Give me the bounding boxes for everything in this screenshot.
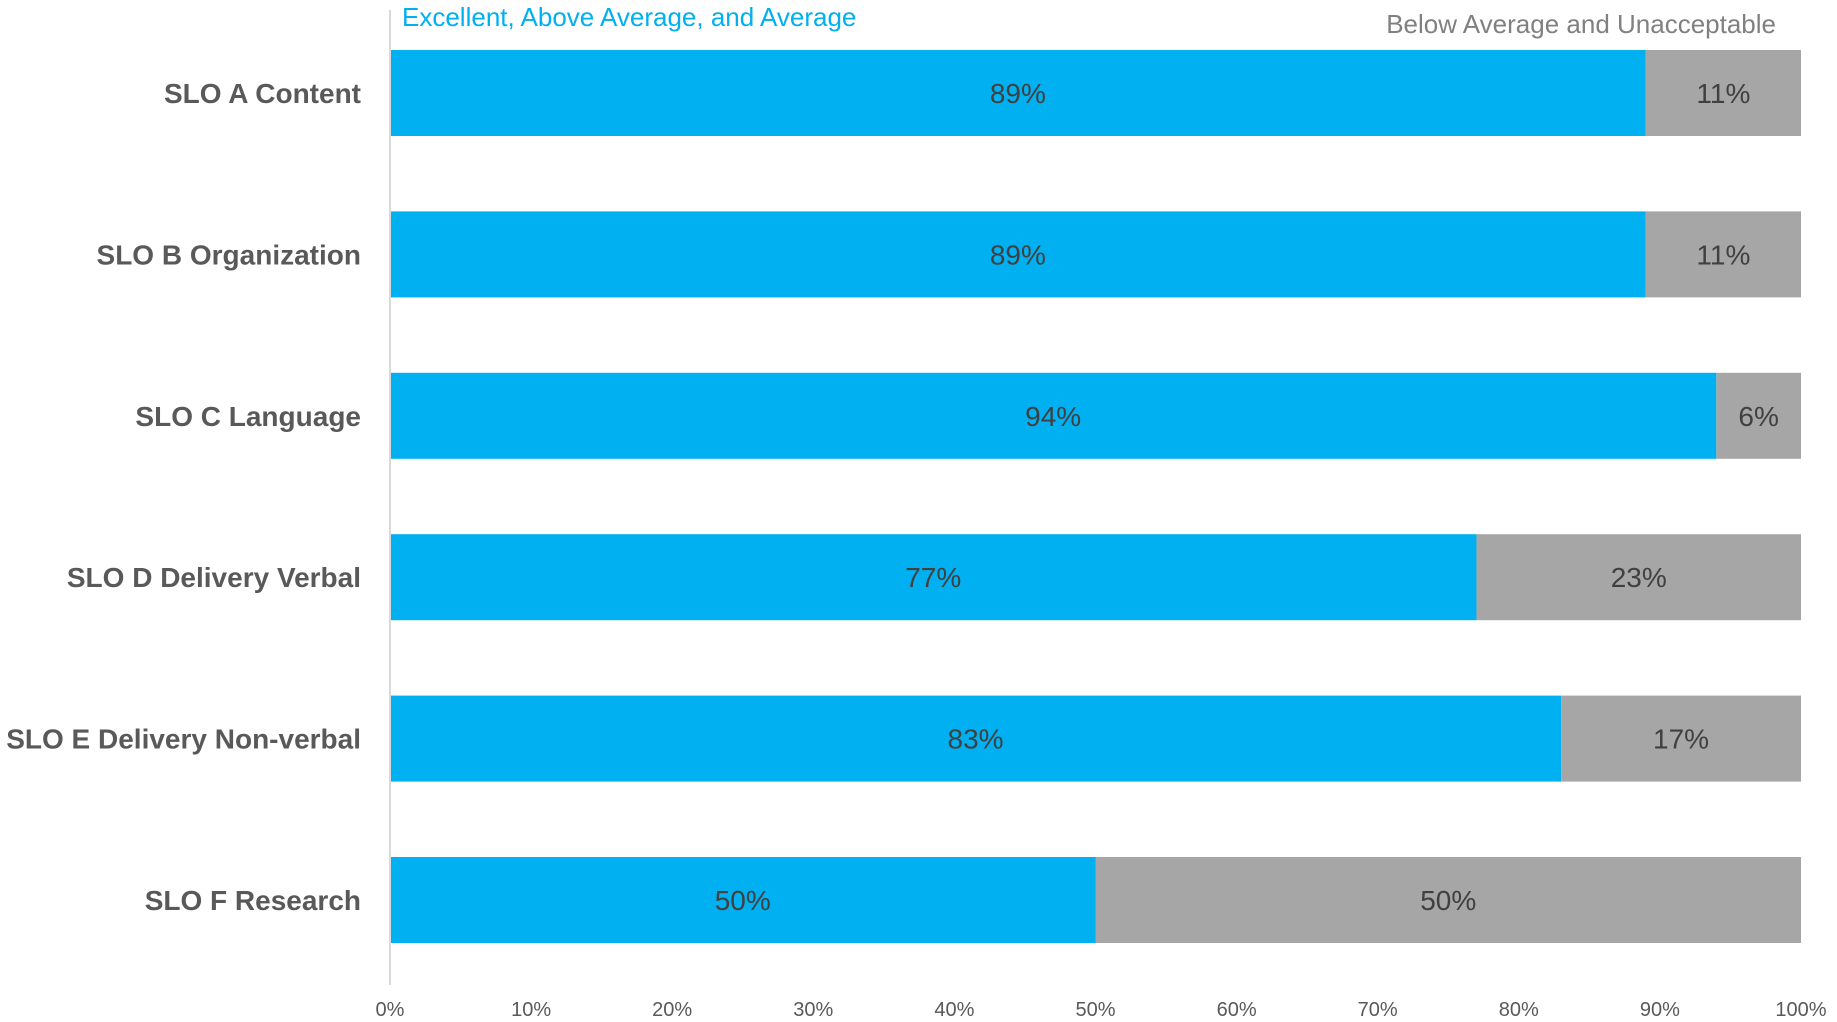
data-label-1-row-6: 50% <box>715 885 771 916</box>
x-axis-ticks-layer: 0% 10% 20% 30% 40% 50% 60% 70% 80% 90% 100% <box>376 999 1827 1021</box>
category-label-6: SLO F Research <box>145 885 361 916</box>
data-label-2-row-2: 11% <box>1696 239 1750 270</box>
bar-segment-1-row-2 <box>390 211 1646 298</box>
bar-segment-1-row-3 <box>390 372 1717 459</box>
x-tick-label-11: 100% <box>1775 999 1826 1021</box>
category-label-4: SLO D Delivery Verbal <box>67 562 361 593</box>
bar-segment-2-row-6 <box>1095 857 1801 943</box>
x-tick-label-3: 20% <box>652 999 692 1021</box>
legend-series-2: Below Average and Unacceptable <box>1386 9 1776 39</box>
bar-segment-1-row-5 <box>390 695 1562 782</box>
x-tick-label-6: 50% <box>1075 999 1115 1021</box>
bar-segment-2-row-3 <box>1716 372 1801 459</box>
x-tick-label-2: 10% <box>511 999 551 1021</box>
data-label-1-row-3: 94% <box>1025 401 1081 432</box>
bar-segment-1-row-4 <box>390 534 1477 621</box>
category-label-1: SLO A Content <box>164 78 361 109</box>
bar-segment-2-row-4 <box>1476 534 1801 621</box>
data-label-1-row-1: 89% <box>990 78 1046 109</box>
category-labels-layer: SLO A Content SLO B Organization SLO C Lan… <box>6 78 361 916</box>
x-tick-label-8: 70% <box>1358 999 1398 1021</box>
x-tick-label-1: 0% <box>376 999 405 1021</box>
data-label-1-row-2: 89% <box>990 239 1046 270</box>
data-label-2-row-6: 50% <box>1420 885 1476 916</box>
legend-series-1: Excellent, Above Average, and Average <box>402 2 857 32</box>
bar-segment-2-row-2 <box>1645 211 1801 298</box>
bars-layer <box>390 50 1801 943</box>
x-tick-label-4: 30% <box>793 999 833 1021</box>
bar-segment-1-row-1 <box>390 50 1646 136</box>
x-tick-label-5: 40% <box>934 999 974 1021</box>
bar-segment-2-row-1 <box>1645 50 1801 136</box>
bar-segment-1-row-6 <box>390 857 1096 943</box>
category-label-5: SLO E Delivery Non-verbal <box>6 724 361 755</box>
x-tick-label-7: 60% <box>1217 999 1257 1021</box>
data-label-2-row-4: 23% <box>1611 562 1667 593</box>
x-tick-label-10: 90% <box>1640 999 1680 1021</box>
data-labels-layer: 89% 11% 89% 11% 94% 6% 77% 23% 83% 17% 50% 50% <box>715 78 1779 916</box>
data-label-1-row-5: 83% <box>948 724 1004 755</box>
data-label-1-row-4: 77% <box>905 562 961 593</box>
category-label-2: SLO B Organization <box>97 239 361 270</box>
bar-segment-2-row-5 <box>1561 695 1801 782</box>
category-label-3: SLO C Language <box>135 401 361 432</box>
data-label-2-row-1: 11% <box>1696 78 1750 109</box>
data-label-2-row-3: 6% <box>1738 401 1778 432</box>
data-label-2-row-5: 17% <box>1653 724 1709 755</box>
x-tick-label-9: 80% <box>1499 999 1539 1021</box>
